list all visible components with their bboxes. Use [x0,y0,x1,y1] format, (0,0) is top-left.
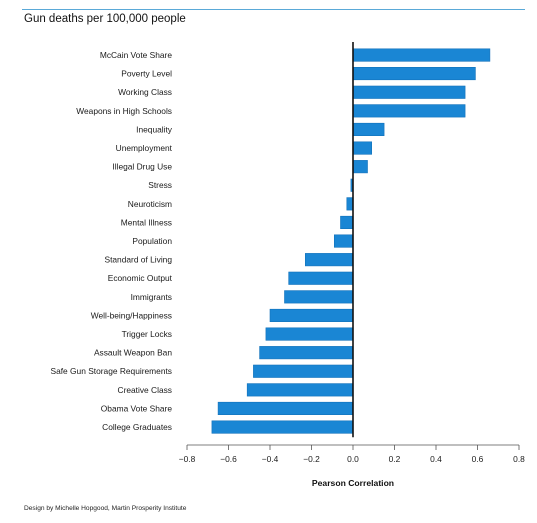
x-tick-label: 0.4 [430,454,442,464]
top-rule [22,9,525,10]
x-tick-label: 0.2 [389,454,401,464]
bar [352,104,466,118]
bar [253,364,354,378]
category-label: Mental Illness [121,217,172,227]
category-label: Inequality [136,124,173,134]
category-label: Immigrants [131,292,172,302]
x-tick-label: 0.8 [513,454,525,464]
x-axis-title: Pearson Correlation [312,478,394,488]
category-label: Well-being/Happiness [91,310,172,320]
category-label: McCain Vote Share [100,50,172,60]
bar [352,67,476,81]
x-tick-label: −0.6 [220,454,237,464]
category-label: Neuroticism [128,199,172,209]
category-label: Assault Weapon Ban [94,348,172,358]
x-tick-label: 0.6 [472,454,484,464]
bar [265,327,354,341]
category-label: Obama Vote Share [101,403,173,413]
bar [269,308,354,323]
category-label: Trigger Locks [122,329,172,339]
bar [352,122,385,136]
x-tick-label: −0.2 [303,454,320,464]
category-label: Population [132,236,172,246]
x-tick-label: 0.0 [347,454,359,464]
category-label: Creative Class [118,385,172,395]
x-tick-label: −0.4 [262,454,279,464]
bar [284,290,354,304]
bar [333,234,354,248]
bar [288,271,354,285]
category-label: Unemployment [116,143,173,153]
x-tick-label: −0.8 [179,454,196,464]
category-label: Weapons in High Schools [76,106,172,116]
credit-line: Design by Michelle Hopgood, Martin Prosp… [24,505,187,512]
category-label: Poverty Level [121,69,172,79]
bar [352,141,373,155]
bar [352,85,466,99]
bar [346,197,354,211]
x-axis: −0.8 −0.6 −0.4 −0.2 0.0 0.2 0.4 0.6 0.8 [179,42,525,464]
category-label: College Graduates [102,422,172,432]
bar [211,420,354,434]
category-label: Safe Gun Storage Requirements [50,366,172,376]
category-label: Stress [148,180,172,190]
category-label: Standard of Living [104,255,172,265]
bar [246,383,354,397]
bars [211,48,491,434]
bar [304,253,354,267]
category-labels: McCain Vote Share Poverty Level Working Cl… [50,50,172,432]
bar [352,160,368,174]
bar [259,346,354,360]
bar [340,215,354,229]
category-label: Economic Output [108,273,173,283]
bar [352,48,491,62]
category-label: Working Class [118,87,172,97]
bar [217,401,354,416]
category-label: Illegal Drug Use [112,162,172,172]
chart-title: Gun deaths per 100,000 people [24,13,186,25]
